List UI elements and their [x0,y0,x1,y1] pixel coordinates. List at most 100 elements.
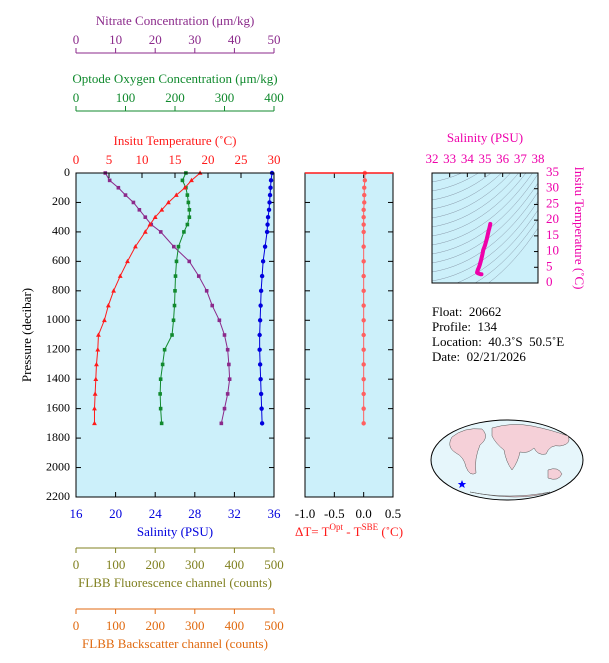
marker [222,406,227,411]
marker [170,333,174,337]
isopycnal [432,173,502,210]
y-tick-label: 0 [64,165,70,179]
x-tick-label: 38 [532,151,545,166]
plot-background [432,173,538,283]
land [491,424,570,471]
marker [361,214,366,220]
x-tick-label: 100 [116,90,136,105]
marker [227,377,232,381]
profile-line [93,172,201,424]
y-tick-label: 25 [546,195,559,210]
marker [137,208,142,212]
marker [259,273,265,279]
y-tick-label: 35 [546,164,559,179]
x-tick-label: 0 [73,152,80,167]
marker [185,222,190,227]
isopycnal [456,209,538,283]
marker [95,347,101,352]
marker [268,185,273,190]
land [469,491,551,498]
isopycnal [432,30,538,110]
marker [173,192,179,197]
ts-curve [475,221,493,277]
x-tick-label: 0 [73,618,80,633]
isopycnal [432,3,538,83]
y-tick-label: 20 [546,211,559,226]
marker [361,288,366,294]
marker [361,362,366,367]
marker [361,332,366,338]
x-tick-label: 10 [136,152,149,167]
x-axis-label-part: (˚C) [378,524,403,539]
isopycnal [432,48,538,128]
y-tick-label: 1200 [46,341,70,355]
info-line: Profile: 134 [432,319,497,334]
marker [361,207,366,213]
x-tick-label: 16 [70,506,84,521]
x-tick-label: 500 [264,618,284,633]
isopycnal [432,21,538,101]
isopycnal [432,173,479,192]
marker [185,193,190,197]
x-tick-label: -0.5 [324,506,345,521]
marker [225,347,230,352]
x-tick-label: 300 [215,90,235,105]
y-tick-label: 0 [546,274,553,289]
marker [111,288,117,293]
marker [176,244,181,249]
axis-label: Insitu Temperature (˚C) [113,133,236,148]
y-tick-label: 10 [546,243,559,258]
isopycnal [432,173,519,228]
isopycnal [432,173,492,201]
x-tick-label: 10 [109,32,122,47]
y-tick-label: 2200 [46,489,70,503]
marker [147,221,153,227]
x-axis-label: Salinity (PSU) [447,130,523,145]
x-axis-label-part: ΔT= T [295,524,330,539]
x-tick-label: 32 [228,506,241,521]
plot-background [76,173,274,497]
info-line: Float: 20662 [432,304,501,319]
marker [260,259,266,264]
axis-label: FLBB Fluorescence channel (counts) [78,575,272,590]
marker [267,200,272,205]
marker [210,303,215,308]
marker [258,376,263,382]
marker [173,289,177,293]
marker [361,391,366,397]
axis-label: Salinity (PSU) [137,524,213,539]
marker [265,222,270,227]
marker [262,244,268,249]
marker [172,303,177,308]
isopycnal [488,227,538,283]
y-tick-label: 1600 [46,400,70,414]
x-tick-label: 5 [106,152,113,167]
marker [187,208,192,212]
x-tick-label: 400 [225,557,245,572]
plot-frame [431,172,539,284]
y-tick-label: 600 [52,253,70,267]
profile-line [159,172,190,424]
marker [196,274,201,278]
isopycnal [432,57,538,137]
marker [143,215,148,219]
isopycnal [432,39,538,119]
x-axis-label-part: Opt [330,522,344,532]
marker [362,185,367,190]
x-tick-label: 0 [73,32,80,47]
x-tick-label: 300 [185,557,205,572]
x-tick-label: 33 [443,151,456,166]
x-tick-label: 0 [73,90,80,105]
marker [257,362,263,367]
info-line: Location: 40.3˚S 50.5˚E [432,334,564,349]
world-map [430,419,584,501]
x-tick-label: 200 [145,618,165,633]
x-axis-label: ΔT= TOpt - TSBE (˚C) [295,522,403,539]
x-tick-label: 20 [109,506,122,521]
marker [96,332,101,337]
axis-label: Optode Oxygen Concentration (μm/kg) [72,71,277,86]
marker [92,391,98,396]
y-tick-label: 2000 [46,459,70,473]
marker [174,259,179,264]
